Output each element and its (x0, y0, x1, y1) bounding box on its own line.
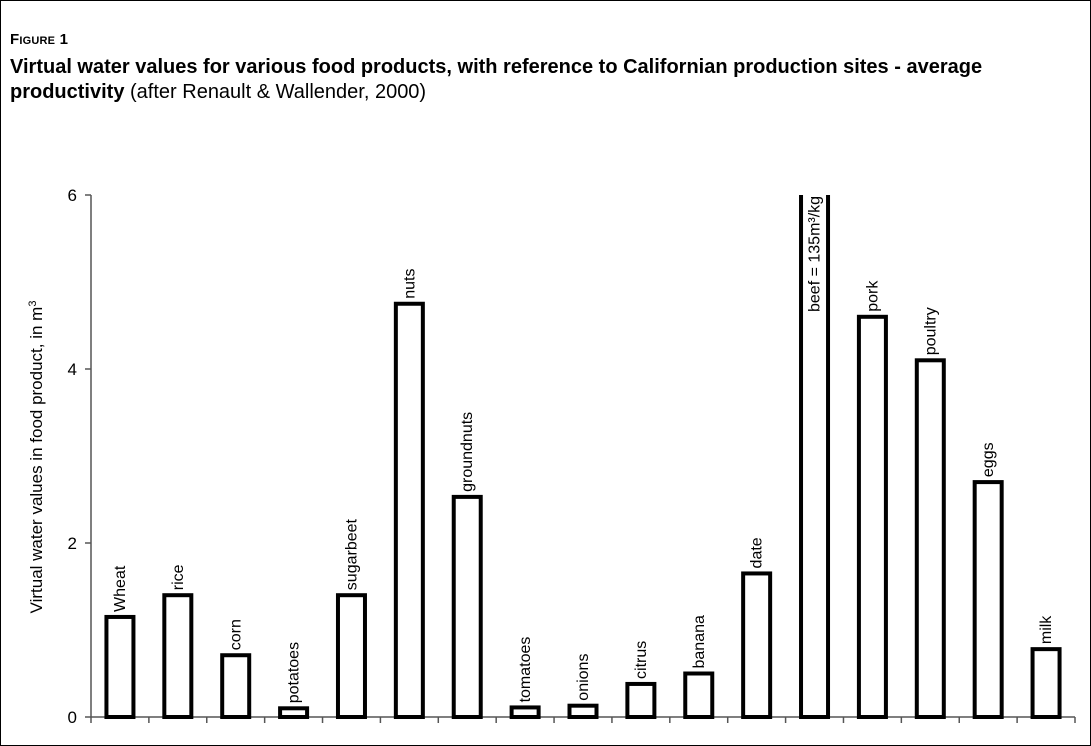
bar-label: beef = 135m³/kg (807, 196, 824, 312)
y-axis-label-sup: 3 (27, 301, 39, 307)
bar-poultry (914, 358, 946, 719)
y-tick-label: 4 (68, 360, 77, 379)
bar-date (741, 571, 773, 719)
bar-eggs (972, 480, 1004, 719)
bar-milk (1030, 647, 1062, 719)
bar-label: milk (1038, 615, 1055, 644)
y-tick-label: 0 (68, 708, 77, 727)
y-axis-label: Virtual water values in food product, in… (27, 301, 46, 614)
bar-label: date (749, 537, 766, 568)
bar-nuts (393, 301, 425, 719)
bar-label: citrus (633, 641, 650, 679)
bar-tomatoes (509, 705, 541, 719)
figure-title-source: (after Renault & Wallender, 2000) (124, 81, 427, 103)
bar-label: rice (170, 564, 187, 590)
bar-label: Wheat (112, 565, 129, 612)
y-axis-label-text: Virtual water values in food product, in… (27, 307, 46, 614)
bar-label: nuts (401, 269, 418, 299)
y-tick-label: 6 (68, 186, 77, 205)
bar-rice (162, 593, 194, 719)
bar-groundnuts (451, 494, 483, 719)
bar-label: banana (691, 615, 708, 668)
bar-corn (220, 653, 252, 719)
bar-label: sugarbeet (343, 518, 360, 590)
bar-label: poultry (922, 307, 939, 355)
figure-title-main: Virtual water values for various food pr… (10, 56, 983, 103)
bar-citrus (625, 681, 657, 719)
bar-sugarbeet (335, 593, 367, 719)
figure-title: Virtual water values for various food pr… (10, 55, 1085, 105)
bar-banana (683, 671, 715, 719)
bar-pork (856, 314, 888, 719)
bar-label: corn (228, 619, 245, 650)
beef-label-group: beef = 135m³/kg (807, 196, 824, 312)
bar-label: tomatoes (517, 637, 534, 703)
bar-potatoes (278, 706, 310, 719)
y-tick-label: 2 (68, 534, 77, 553)
bar-label: pork (864, 280, 881, 312)
bar-label: onions (575, 654, 592, 701)
bar-label: groundnuts (459, 412, 476, 492)
bar-onions (567, 703, 599, 719)
bar-beef (799, 195, 831, 719)
bar-label: potatoes (286, 642, 303, 703)
bar-wheat (104, 614, 136, 719)
figure-label: Figure 1 (10, 31, 69, 48)
bar-label: eggs (980, 442, 997, 477)
